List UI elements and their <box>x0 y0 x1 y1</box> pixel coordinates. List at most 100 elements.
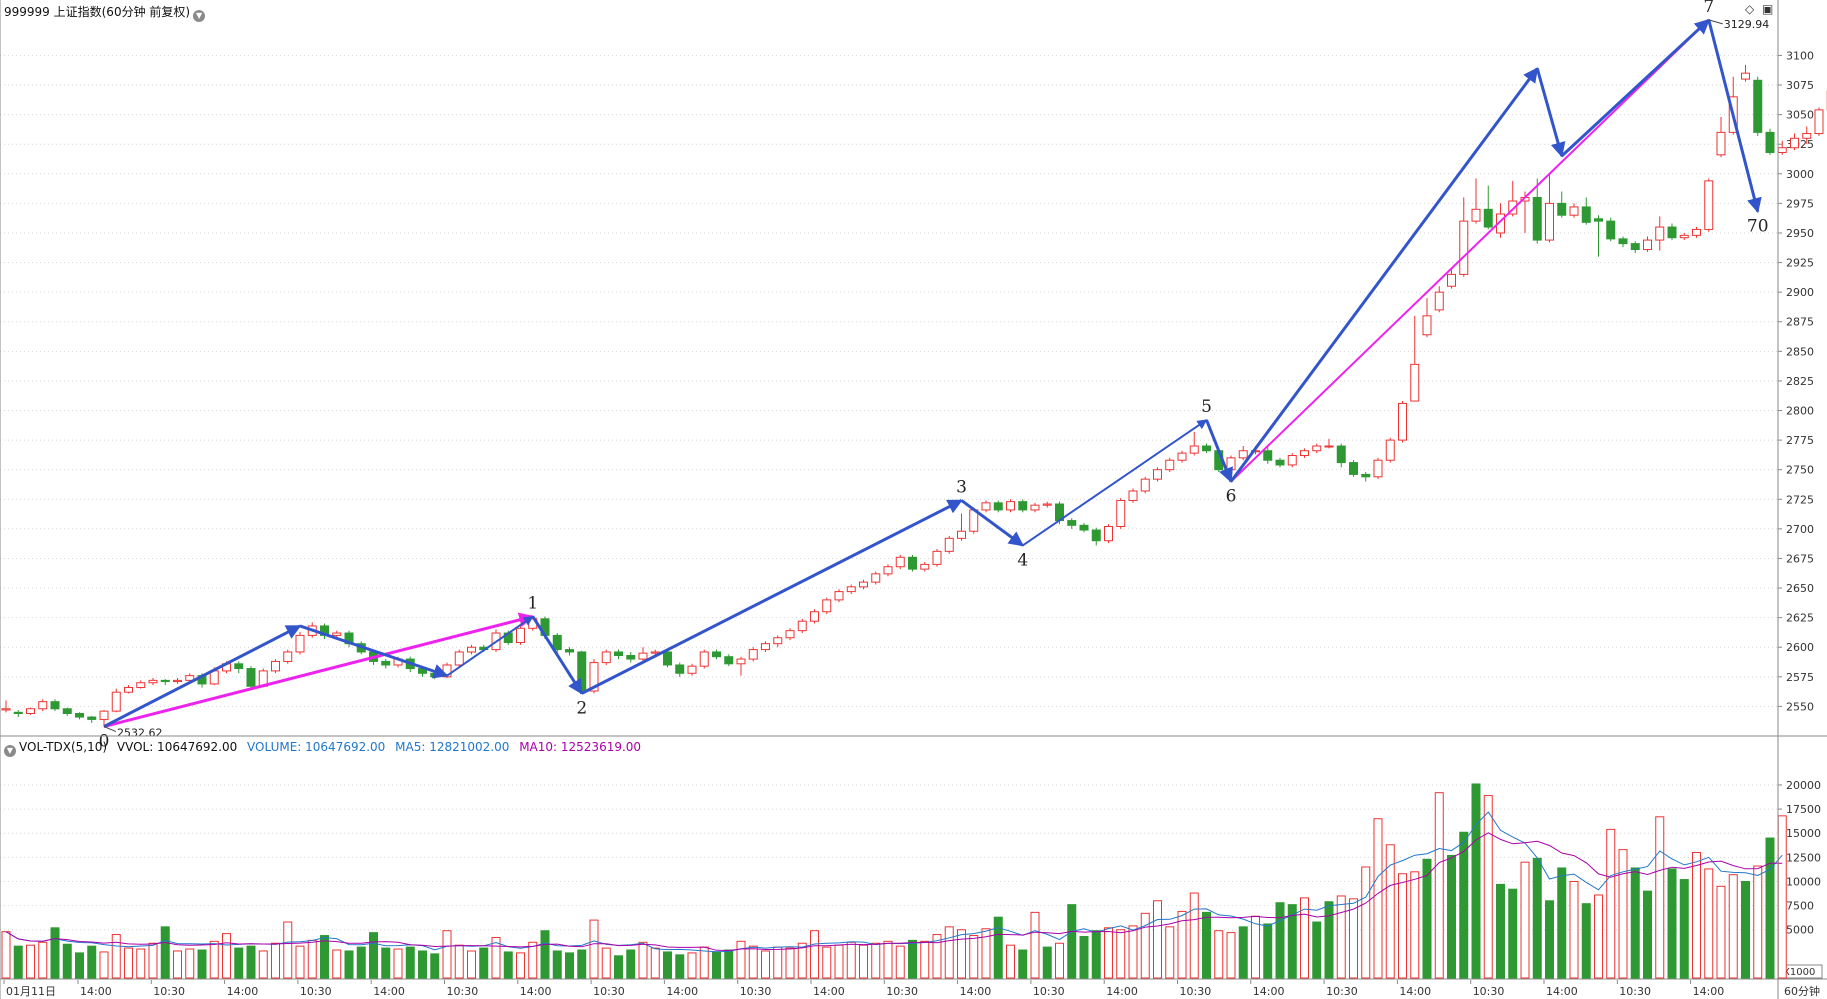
volume-bar-up[interactable] <box>1373 818 1383 979</box>
volume-bar-up[interactable] <box>1618 849 1628 979</box>
candle[interactable] <box>1765 128 1775 155</box>
candle[interactable] <box>516 625 525 645</box>
candle[interactable] <box>1447 268 1456 289</box>
blue-wave-line[interactable] <box>581 499 963 695</box>
candle[interactable] <box>1104 524 1113 544</box>
volume-bar-up[interactable] <box>209 940 219 979</box>
candle[interactable] <box>1238 446 1248 461</box>
candle[interactable] <box>699 649 709 669</box>
volume-bar-up[interactable] <box>1128 925 1138 979</box>
volume-bar-up[interactable] <box>1300 897 1309 979</box>
volume-bar-up[interactable] <box>283 921 293 979</box>
volume-bar-down[interactable] <box>430 953 440 979</box>
volume-bar-down[interactable] <box>663 951 672 979</box>
candle[interactable] <box>1667 223 1677 241</box>
volume-bar-down[interactable] <box>993 916 1003 979</box>
volume-bar-down[interactable] <box>1508 888 1518 979</box>
candle[interactable] <box>1581 197 1591 225</box>
volume-bar-down[interactable] <box>1263 923 1273 979</box>
candle[interactable] <box>1422 298 1432 338</box>
candle[interactable] <box>908 554 917 572</box>
volume-bar-down[interactable] <box>356 946 366 979</box>
volume-bar-up[interactable] <box>883 940 893 979</box>
volume-bar-down[interactable] <box>418 950 427 979</box>
volume-bars[interactable] <box>1 783 1787 979</box>
volume-bar-up[interactable] <box>1226 932 1236 979</box>
candle[interactable] <box>1814 107 1824 136</box>
candle[interactable] <box>1030 502 1040 513</box>
volume-bar-up[interactable] <box>111 934 121 979</box>
candle[interactable] <box>552 633 562 654</box>
volume-bar-up[interactable] <box>1410 871 1420 979</box>
volume-bar-up[interactable] <box>516 952 525 979</box>
volume-bar-down[interactable] <box>75 952 84 979</box>
volume-bar-up[interactable] <box>761 950 770 979</box>
volume-bar-up[interactable] <box>454 944 464 979</box>
volume-bar-up[interactable] <box>124 947 133 979</box>
volume-bar-down[interactable] <box>1741 880 1750 979</box>
volume-bar-down[interactable] <box>320 935 329 979</box>
candle[interactable] <box>1128 488 1138 503</box>
volume-bar-up[interactable] <box>1606 828 1616 979</box>
volume-bar-up[interactable] <box>38 941 48 979</box>
candle[interactable] <box>1361 472 1371 482</box>
volume-bar-down[interactable] <box>1496 883 1505 979</box>
volume-bar-up[interactable] <box>148 942 158 979</box>
candle[interactable] <box>1753 76 1763 136</box>
candle[interactable] <box>1189 431 1199 456</box>
volume-bar-up[interactable] <box>442 930 452 979</box>
candle[interactable] <box>626 651 636 663</box>
period-label[interactable]: 60分钟 <box>1784 984 1820 998</box>
volume-bar-up[interactable] <box>1153 900 1162 979</box>
volume-bar-up[interactable] <box>271 942 280 979</box>
volume-bar-up[interactable] <box>1055 942 1064 979</box>
candle[interactable] <box>810 609 819 624</box>
volume-bar-up[interactable] <box>957 929 966 979</box>
volume-indicator-name[interactable]: VOL-TDX(5,10) <box>19 740 108 754</box>
volume-bar-down[interactable] <box>1532 857 1542 979</box>
volume-bar-up[interactable] <box>136 948 146 979</box>
volume-bar-up[interactable] <box>1655 816 1665 979</box>
volume-bar-up[interactable] <box>846 941 856 979</box>
volume-bar-down[interactable] <box>1287 904 1297 979</box>
volume-bar-up[interactable] <box>810 930 819 979</box>
candle[interactable] <box>797 618 807 634</box>
candle[interactable] <box>1385 437 1395 463</box>
candle[interactable] <box>283 649 293 664</box>
volume-bar-down[interactable] <box>1067 904 1077 979</box>
volume-bar-up[interactable] <box>1165 926 1175 979</box>
volume-bar-down[interactable] <box>1459 831 1469 979</box>
volume-bar-down[interactable] <box>1202 911 1211 979</box>
volume-bar-down[interactable] <box>50 927 60 979</box>
volume-bar-up[interactable] <box>895 945 905 979</box>
candle[interactable] <box>614 649 623 660</box>
candle[interactable] <box>638 647 648 662</box>
volume-bar-up[interactable] <box>1520 861 1530 979</box>
candle[interactable] <box>957 513 966 541</box>
chart-title[interactable]: 999999 上证指数(60分钟 前复权) ▼ <box>4 3 206 22</box>
volume-bar-up[interactable] <box>1116 929 1126 979</box>
volume-bar-up[interactable] <box>1692 852 1701 979</box>
volume-bar-down[interactable] <box>724 949 734 979</box>
candle[interactable] <box>1177 450 1187 463</box>
candle[interactable] <box>1202 443 1211 454</box>
volume-bar-down[interactable] <box>552 950 562 979</box>
candle[interactable] <box>1336 443 1346 468</box>
candle[interactable] <box>895 554 905 570</box>
candle[interactable] <box>111 688 121 713</box>
candle[interactable] <box>1006 499 1015 513</box>
candle[interactable] <box>1532 178 1542 244</box>
candle[interactable] <box>846 584 856 594</box>
candle[interactable] <box>1471 178 1481 224</box>
candle[interactable] <box>454 649 464 668</box>
candle[interactable] <box>1116 498 1126 529</box>
candle[interactable] <box>1459 197 1469 277</box>
candle[interactable] <box>871 571 881 585</box>
candle[interactable] <box>1557 191 1567 218</box>
candle[interactable] <box>1630 241 1640 254</box>
volume-bar-up[interactable] <box>589 919 599 979</box>
volume-bar-up[interactable] <box>1361 866 1371 979</box>
volume-bar-up[interactable] <box>173 950 182 979</box>
candle[interactable] <box>565 647 574 656</box>
candle[interactable] <box>822 597 832 615</box>
